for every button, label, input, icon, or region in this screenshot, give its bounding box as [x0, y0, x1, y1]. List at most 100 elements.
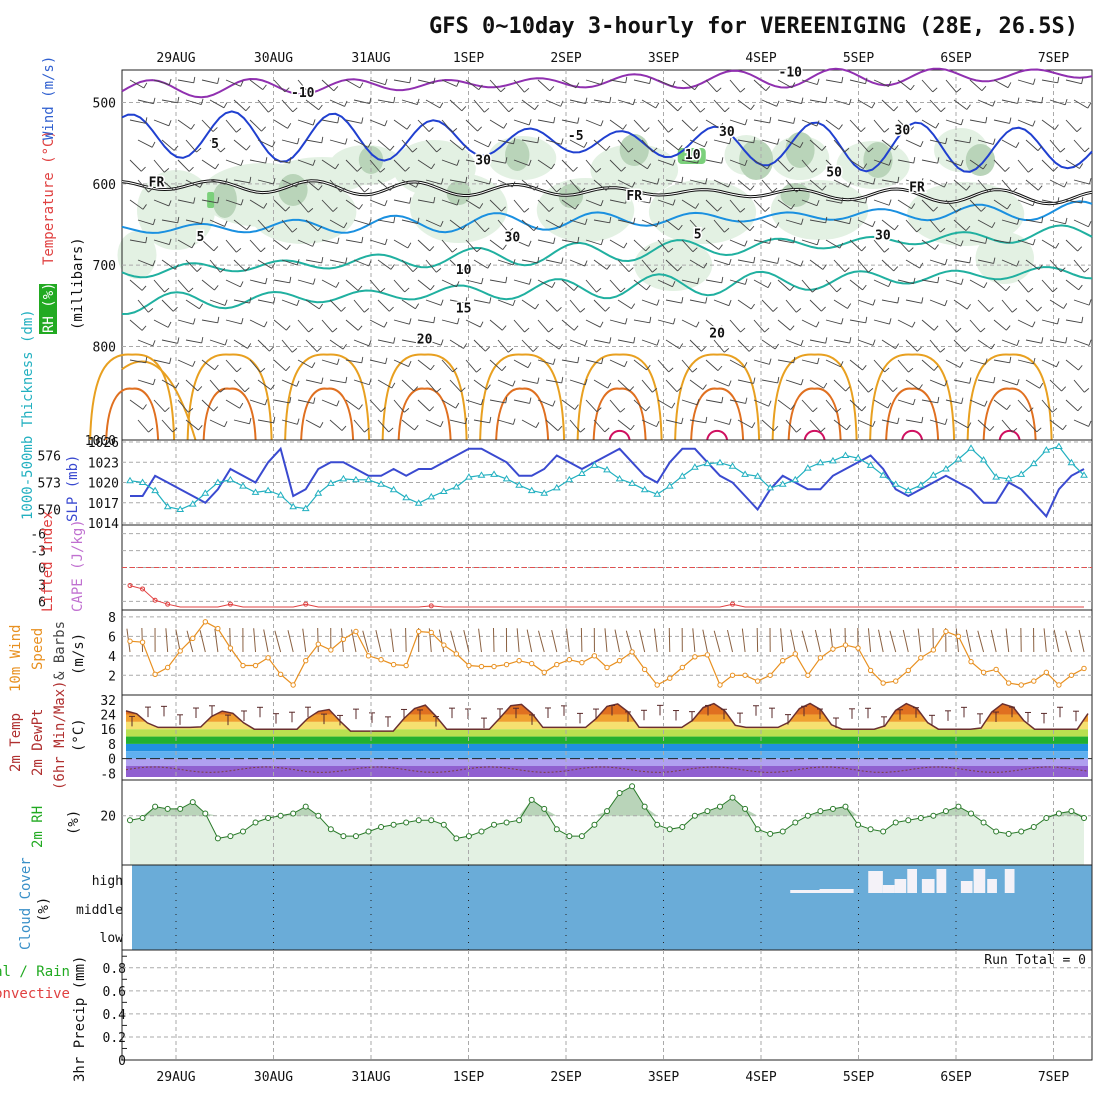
precip-panel: 0.80.60.40.20	[103, 949, 1093, 1069]
wind-barb-flag	[265, 157, 268, 164]
wind-barb-flag	[992, 138, 996, 145]
wind-barb	[305, 299, 320, 310]
wind-barb	[585, 159, 597, 173]
wind-barb	[825, 239, 841, 249]
wind-barb-flag	[861, 246, 867, 252]
wind-barb-flag	[584, 218, 588, 225]
wind-barb-flag	[196, 147, 202, 153]
wind-barb	[585, 279, 597, 293]
wind-barb	[849, 159, 864, 170]
cloud-level-label: high	[92, 874, 123, 889]
wind-barb	[873, 159, 890, 166]
wind-barb	[825, 319, 842, 325]
wind-barb	[137, 299, 149, 313]
thickness-point	[1017, 470, 1026, 477]
wind-barb	[921, 119, 936, 129]
thickness-point	[251, 488, 260, 495]
contour-label: -10	[291, 86, 315, 101]
wind-barb	[1025, 139, 1039, 151]
wind-barb	[833, 179, 849, 188]
wind-barb	[641, 299, 658, 306]
wind-barb-flag	[965, 185, 971, 191]
isotherm-25-lobe	[592, 387, 647, 441]
wind-barb-flag	[897, 176, 900, 183]
wind-barb-flag	[753, 256, 756, 263]
wind-barb	[681, 279, 698, 285]
wind-barb	[633, 359, 647, 371]
wind-barb	[521, 299, 536, 310]
wind-barb-flag	[961, 397, 964, 404]
wind-speed-point	[930, 647, 937, 653]
wind-barb	[401, 179, 417, 188]
wind-barb-flag	[436, 268, 442, 273]
wind-barb-flag	[201, 336, 204, 344]
rh-point	[1055, 810, 1062, 817]
wind10m-barb	[653, 628, 658, 653]
wind-barb	[1025, 379, 1040, 389]
wind-barb-flag	[247, 343, 252, 349]
wind-barb-flag	[964, 346, 970, 352]
wind-barb-flag	[318, 104, 323, 111]
wind-barb	[369, 399, 382, 412]
wind-barb-flag	[1063, 303, 1068, 309]
wind-barb	[513, 239, 529, 247]
wind-barb-flag	[649, 197, 652, 204]
rh-point	[252, 819, 259, 826]
wind-barb-flag	[404, 166, 410, 172]
wind-barb	[737, 259, 754, 264]
wind-barb	[665, 299, 682, 304]
wind-barb-flag	[889, 318, 892, 325]
wind-barb-flag	[841, 76, 844, 83]
wind-barb	[825, 159, 838, 172]
wind-barb	[801, 359, 818, 365]
wind-barb	[825, 79, 842, 84]
wind-barb	[185, 299, 200, 310]
precip-tick-label: 0.4	[103, 1008, 127, 1023]
wind-barb-flag	[188, 408, 194, 413]
wind-barb-flag	[704, 141, 708, 147]
wind-barb-flag	[716, 87, 722, 93]
wind-barb-flag	[308, 87, 314, 93]
wind-barb-flag	[272, 141, 276, 148]
wind-barb-flag	[800, 260, 804, 267]
wind-barb-flag	[628, 267, 634, 273]
wind-barb-flag	[168, 200, 172, 207]
wind-barb	[513, 399, 530, 404]
wind-barb-flag	[312, 159, 316, 166]
wind-barb	[585, 319, 601, 328]
wind-barb-flag	[383, 321, 388, 328]
wind-barb	[297, 79, 309, 93]
wind-barb-flag	[1077, 246, 1083, 252]
wind-barb-flag	[551, 282, 556, 288]
wind-barb	[353, 339, 370, 347]
wind-barb	[249, 359, 261, 373]
wind-barb-flag	[317, 226, 323, 232]
thickness-point	[866, 461, 875, 468]
thickness-point	[791, 475, 800, 483]
rh-point	[829, 805, 836, 812]
wind-barb	[137, 259, 154, 267]
contour-label: 5	[211, 137, 219, 152]
slp-tick-label: 1023	[88, 456, 119, 471]
wind-barb-flag	[357, 285, 363, 291]
wind-barb	[833, 419, 847, 431]
rh-shade-mid	[863, 142, 893, 178]
wind-barb	[977, 379, 994, 384]
wind-barb	[449, 339, 464, 349]
wind-barb	[513, 79, 525, 93]
wind-barb	[209, 259, 221, 273]
cloud-high-block	[819, 889, 854, 893]
lifted-cape-ylabel: Lifted Index CAPE (J/kg)	[40, 511, 86, 612]
wind-barb-flag	[865, 77, 868, 84]
wind-barb-flag	[1007, 82, 1012, 88]
wind10m-label-b: Speed	[30, 628, 46, 670]
thickness-point	[628, 479, 636, 486]
wind-barb-flag	[524, 208, 530, 213]
wind-barb	[281, 179, 297, 188]
wind-barb	[897, 199, 912, 209]
wind-barb	[153, 399, 166, 412]
wind10m-barb	[375, 630, 382, 653]
wind-barb	[137, 99, 154, 105]
wind-barb	[897, 119, 910, 132]
wind10m-barb	[692, 628, 696, 653]
